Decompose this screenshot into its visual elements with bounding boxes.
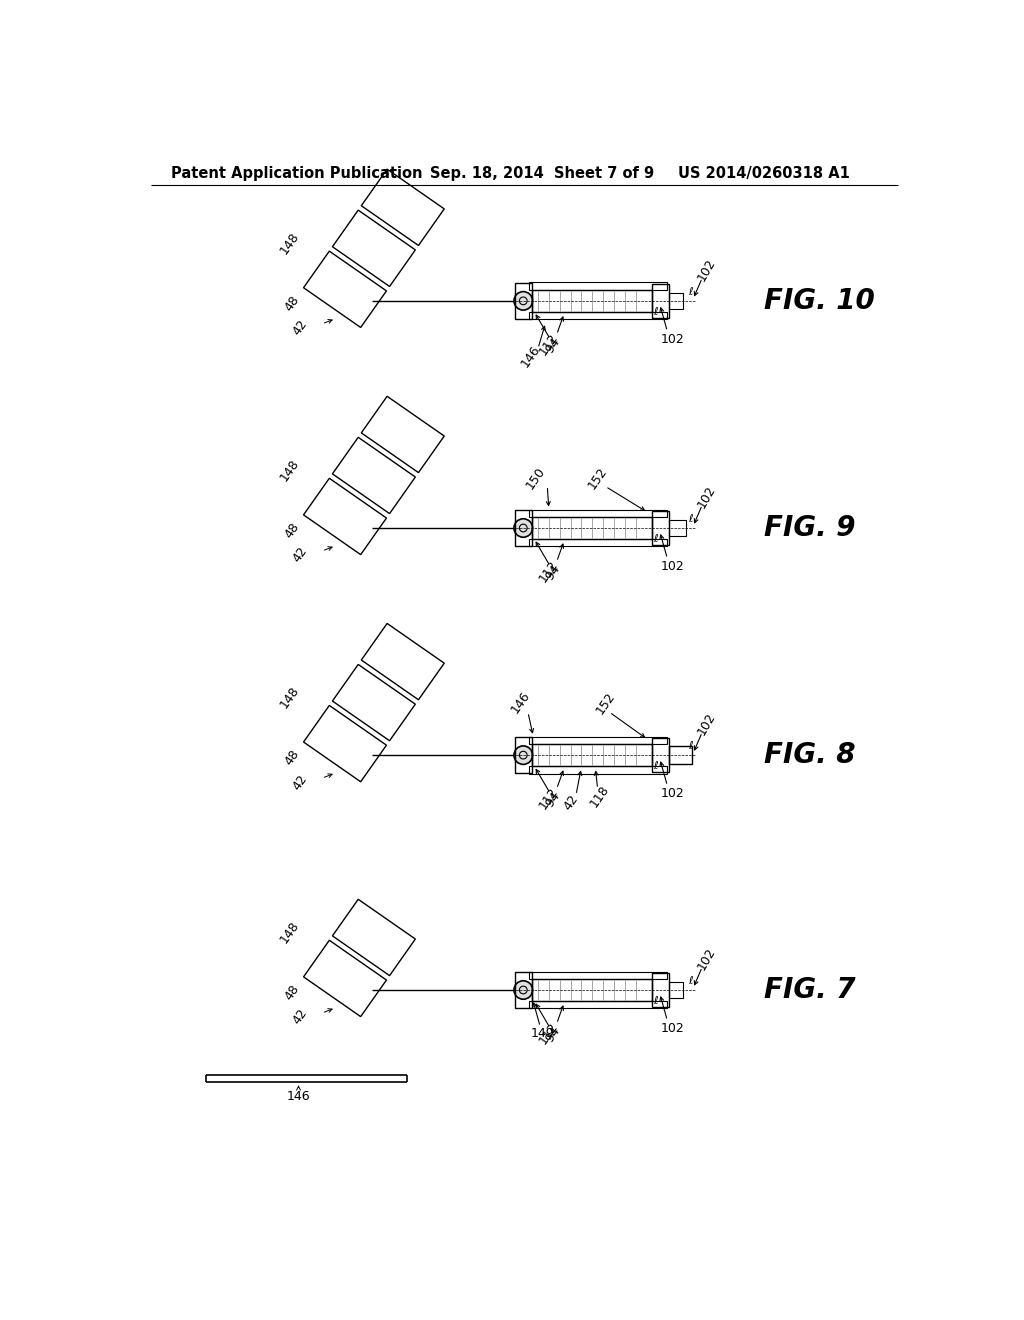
Bar	[669, 982, 683, 998]
Text: 102: 102	[660, 333, 685, 346]
Text: 152: 152	[593, 689, 617, 717]
Text: 42: 42	[561, 793, 581, 813]
Bar	[529, 972, 667, 979]
Text: ℓ: ℓ	[653, 306, 658, 317]
Bar	[652, 973, 669, 1007]
Text: ℓ: ℓ	[688, 975, 693, 986]
Bar	[652, 284, 669, 318]
Text: 112: 112	[537, 785, 561, 812]
Text: 149: 149	[531, 1027, 555, 1040]
Text: 42: 42	[290, 1007, 310, 1027]
Bar	[529, 766, 667, 774]
Text: 102: 102	[660, 1022, 685, 1035]
Text: 148: 148	[278, 919, 301, 945]
Text: ℓ: ℓ	[653, 995, 658, 1006]
Text: 48: 48	[283, 520, 302, 541]
Bar	[515, 511, 531, 545]
Bar	[529, 312, 667, 319]
Text: 102: 102	[694, 483, 718, 511]
Bar	[531, 517, 652, 539]
Text: 152: 152	[586, 465, 609, 491]
Text: Patent Application Publication: Patent Application Publication	[171, 166, 422, 181]
Circle shape	[514, 519, 532, 537]
Text: 146: 146	[518, 343, 543, 370]
Circle shape	[514, 746, 532, 764]
Bar	[669, 520, 686, 536]
Text: 112: 112	[537, 558, 561, 585]
Text: 102: 102	[694, 710, 718, 738]
Bar	[529, 737, 667, 744]
Text: FIG. 10: FIG. 10	[764, 286, 874, 315]
Text: ℓ: ℓ	[688, 741, 693, 751]
Bar	[515, 284, 531, 318]
Text: 148: 148	[278, 230, 301, 256]
Text: 48: 48	[283, 293, 302, 313]
Text: ℓ: ℓ	[653, 760, 658, 771]
Bar	[531, 290, 652, 312]
Text: ℓ: ℓ	[688, 513, 693, 524]
Text: 146: 146	[287, 1090, 310, 1102]
Text: 102: 102	[694, 256, 718, 284]
Text: 112: 112	[537, 1020, 561, 1047]
Text: 94: 94	[543, 562, 562, 583]
Bar	[669, 293, 683, 309]
Text: FIG. 9: FIG. 9	[764, 513, 855, 543]
Text: 94: 94	[543, 789, 562, 810]
Bar	[515, 973, 531, 1007]
Circle shape	[514, 981, 532, 999]
Text: 48: 48	[283, 982, 302, 1003]
Text: 102: 102	[660, 560, 685, 573]
Bar	[529, 510, 667, 517]
Text: 42: 42	[290, 772, 310, 792]
Bar	[529, 539, 667, 546]
Bar	[529, 1001, 667, 1008]
Text: 150: 150	[523, 465, 548, 491]
Bar	[531, 744, 652, 766]
Text: 48: 48	[283, 747, 302, 768]
Bar	[652, 511, 669, 545]
Bar	[531, 979, 652, 1001]
Text: 112: 112	[537, 330, 561, 358]
Text: 94: 94	[543, 335, 562, 355]
Text: FIG. 7: FIG. 7	[764, 975, 855, 1005]
Text: ℓ: ℓ	[653, 533, 658, 544]
Bar	[529, 282, 667, 290]
Bar	[669, 746, 692, 764]
Circle shape	[514, 292, 532, 310]
Text: US 2014/0260318 A1: US 2014/0260318 A1	[678, 166, 850, 181]
Text: Sep. 18, 2014  Sheet 7 of 9: Sep. 18, 2014 Sheet 7 of 9	[430, 166, 654, 181]
Text: 102: 102	[694, 945, 718, 973]
Bar	[652, 738, 669, 772]
Text: 102: 102	[660, 787, 685, 800]
Text: 94: 94	[543, 1024, 562, 1045]
Text: 118: 118	[588, 783, 612, 810]
Text: 148: 148	[278, 457, 301, 483]
Text: 42: 42	[290, 318, 310, 338]
Text: 146: 146	[508, 689, 532, 717]
Text: ℓ: ℓ	[688, 286, 693, 297]
Text: 42: 42	[290, 545, 310, 565]
Bar	[515, 738, 531, 774]
Text: FIG. 8: FIG. 8	[764, 741, 855, 770]
Text: 148: 148	[278, 684, 301, 711]
